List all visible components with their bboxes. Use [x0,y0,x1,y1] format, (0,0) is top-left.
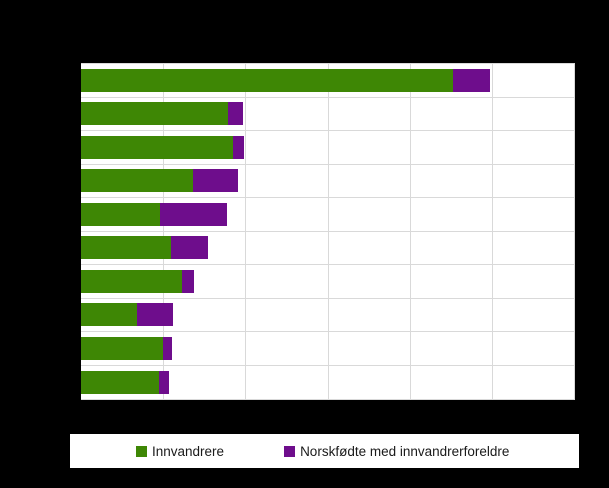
legend-item-norskfodte: Norskfødte med innvandrerforeldre [284,444,509,459]
bar-segment-innvandrere [81,202,160,226]
bar-segment-norskfodte [233,135,245,159]
bar-segment-innvandrere [81,135,234,159]
bar-segment-innvandrere [81,336,163,360]
bar-segment-innvandrere [81,269,182,293]
bar-segment-norskfodte [181,269,194,293]
bar-row [81,64,574,98]
bar-segment-norskfodte [228,102,243,126]
bar-row [81,265,574,299]
bar-segment-innvandrere [81,102,229,126]
bar-segment-norskfodte [162,336,172,360]
bar-segment-norskfodte [170,236,208,260]
bar-segment-norskfodte [136,303,173,327]
bar-row [81,299,574,332]
gridline-vertical [327,64,329,399]
gridline-vertical [245,64,247,399]
legend-swatch-purple-icon [284,445,296,457]
bar-segment-innvandrere [81,236,171,260]
legend-swatch-green-icon [136,445,147,457]
legend-label: Norskfødte med innvandrerforeldre [300,443,510,459]
bar-segment-norskfodte [192,169,238,193]
bar-segment-innvandrere [81,370,160,394]
bar-segment-innvandrere [81,303,137,327]
bar-row [81,98,574,131]
bar-rows-container [81,64,574,399]
bar-row [81,198,574,232]
bar-segment-innvandrere [81,68,454,92]
bar-row [81,131,574,165]
bar-row [81,366,574,400]
gridline-vertical [163,64,165,399]
legend-label: Innvandrere [152,443,225,459]
legend-item-innvandrere: Innvandrere [136,444,224,459]
bar-segment-norskfodte [159,202,228,226]
bar-segment-innvandrere [81,169,193,193]
bar-segment-norskfodte [453,68,490,92]
plot-area [81,63,575,400]
legend: Innvandrere Norskfødte med innvandrerfor… [70,434,579,468]
gridline-vertical [491,64,493,399]
bar-row [81,232,574,265]
gridline-vertical [409,64,411,399]
title-area [0,0,609,63]
bar-row [81,165,574,198]
bar-row [81,332,574,366]
bar-segment-norskfodte [159,370,169,394]
